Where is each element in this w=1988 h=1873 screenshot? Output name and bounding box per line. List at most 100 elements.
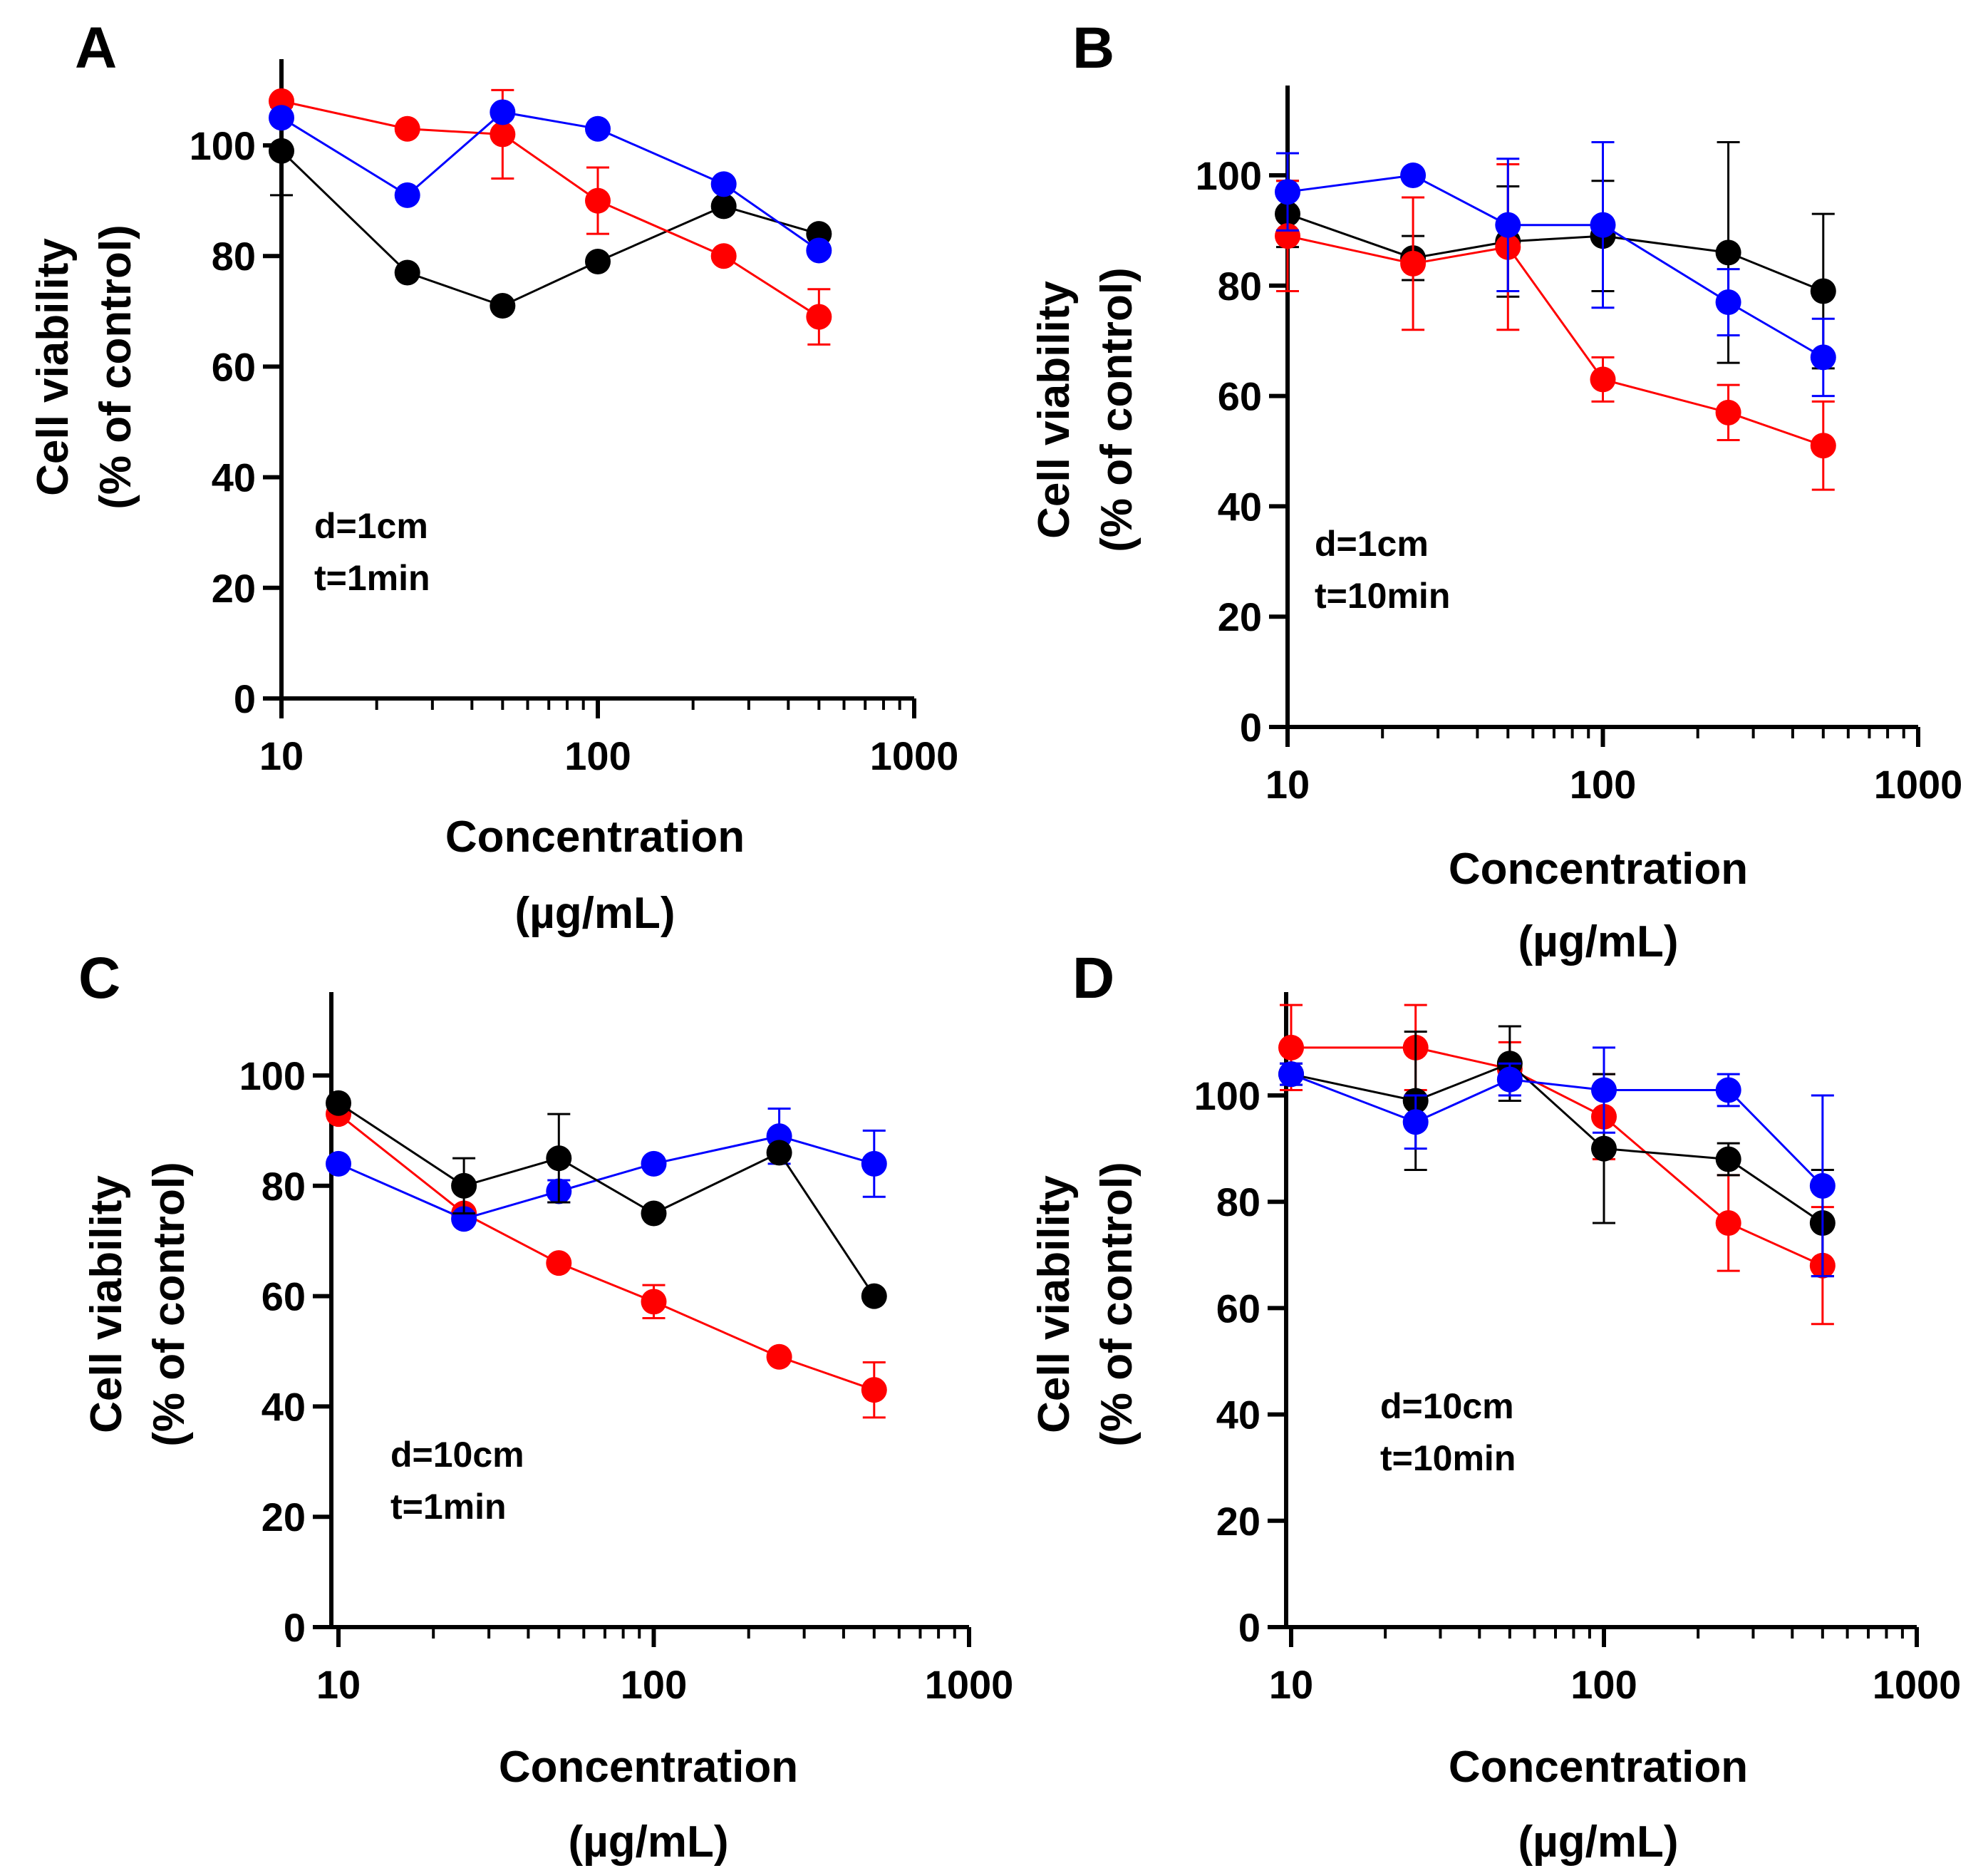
series-line-red <box>338 1113 875 1391</box>
y-axis-title-group: Cell viability (% of control) <box>1030 1162 1141 1447</box>
y-axis-unit: (% of control) <box>91 225 140 510</box>
chart-panel-c: C 0 20 40 60 80 100 10 100 1000 Concentration (µg/m… <box>78 946 1013 1867</box>
condition-label-distance: d=10cm <box>390 1435 524 1475</box>
chart-panel-d: D 0 20 40 60 80 100 10 100 1000 Concentration (µg/m… <box>1030 946 1961 1867</box>
y-tick-label: 60 <box>1218 374 1262 419</box>
y-tick-label: 40 <box>262 1384 306 1429</box>
series-line-red <box>281 100 820 318</box>
data-point-blue <box>585 115 611 142</box>
series-line-red <box>1291 1046 1823 1267</box>
y-tick-label: 80 <box>1218 264 1262 309</box>
data-point-blue <box>1715 1077 1741 1103</box>
series-line-black <box>1287 212 1824 292</box>
data-point-black <box>585 248 611 274</box>
condition-label-time: t=1min <box>390 1487 507 1527</box>
data-point-red <box>585 187 611 214</box>
series-red <box>326 1101 887 1419</box>
x-tick-label: 10 <box>1265 762 1310 807</box>
x-tick-label: 10 <box>259 733 304 778</box>
series-line-blue <box>1290 1073 1823 1187</box>
data-point-blue <box>1278 1061 1304 1088</box>
y-tick-label: 20 <box>262 1495 306 1539</box>
series-line-black <box>1290 1062 1823 1224</box>
data-point-blue <box>1402 1109 1429 1135</box>
x-tick-label: 100 <box>564 733 631 778</box>
y-axis-title-group: Cell viability (% of control) <box>29 225 140 510</box>
y-axis-title-group: Cell viability (% of control) <box>1030 267 1141 552</box>
x-tick-label: 10 <box>316 1662 361 1707</box>
data-point-black <box>766 1140 792 1166</box>
data-point-blue <box>1400 162 1427 188</box>
x-tick-label: 1000 <box>1874 762 1963 807</box>
y-tick-label: 100 <box>190 123 256 168</box>
series-black <box>1275 141 1836 370</box>
panel-letter: D <box>1072 946 1114 1011</box>
data-point-blue <box>641 1150 667 1177</box>
data-point-blue <box>1715 289 1741 316</box>
x-tick-label: 10 <box>1269 1662 1313 1707</box>
data-point-red <box>766 1343 792 1370</box>
y-tick-label: 100 <box>1194 1073 1260 1118</box>
series-blue <box>1275 141 1836 398</box>
x-tick-label: 100 <box>1570 762 1636 807</box>
condition-label-distance: d=1cm <box>314 506 428 546</box>
condition-label-distance: d=10cm <box>1380 1386 1514 1426</box>
data-point-blue <box>710 171 737 197</box>
y-tick-label: 60 <box>212 344 256 389</box>
condition-label-time: t=10min <box>1315 576 1450 616</box>
data-point-blue <box>326 1150 351 1177</box>
x-tick-label: 1000 <box>1873 1662 1962 1707</box>
y-tick-label: 100 <box>1196 153 1262 198</box>
data-point-blue <box>1809 1172 1836 1199</box>
data-point-red <box>1400 250 1427 277</box>
y-axis-unit: (% of control) <box>145 1162 194 1447</box>
x-tick-label: 100 <box>1570 1662 1637 1707</box>
y-tick-label: 60 <box>1216 1286 1260 1331</box>
data-point-blue <box>861 1150 887 1177</box>
y-axis-title: Cell viability <box>1030 1175 1079 1433</box>
x-axis-title: Concentration <box>499 1743 798 1792</box>
y-axis-title-group: Cell viability (% of control) <box>82 1162 194 1447</box>
y-axis-title: Cell viability <box>1030 281 1079 539</box>
data-point-black <box>394 259 420 286</box>
chart-panel-b: B 0 20 40 60 80 100 10 100 1000 Concentration (µg/m… <box>1030 16 1962 966</box>
y-tick-label: 0 <box>1240 705 1262 750</box>
data-point-black <box>1715 1146 1741 1172</box>
data-point-blue <box>1810 344 1836 371</box>
condition-label-time: t=1min <box>314 558 430 598</box>
y-tick-label: 40 <box>212 455 256 500</box>
x-axis-title: Concentration <box>445 812 745 862</box>
data-point-black <box>641 1200 667 1227</box>
series-red <box>1275 163 1836 491</box>
x-axis-title: Concentration <box>1449 1743 1748 1792</box>
data-point-red <box>710 243 737 269</box>
y-tick-label: 80 <box>1216 1180 1260 1224</box>
data-point-black <box>269 138 294 164</box>
y-tick-label: 0 <box>234 676 256 721</box>
data-point-red <box>394 115 420 142</box>
y-tick-label: 60 <box>262 1274 306 1319</box>
data-point-blue <box>1590 212 1616 238</box>
panel-letter: C <box>78 946 120 1011</box>
x-tick-label: 100 <box>621 1662 687 1707</box>
data-point-black <box>1591 1135 1617 1162</box>
y-axis-title: Cell viability <box>82 1175 131 1433</box>
data-point-blue <box>269 105 294 131</box>
series-red <box>1278 1003 1836 1326</box>
y-tick-label: 20 <box>212 566 256 611</box>
data-point-blue <box>1275 179 1300 205</box>
series-line-black <box>338 1102 876 1297</box>
condition-label-time: t=10min <box>1380 1438 1516 1478</box>
y-tick-label: 80 <box>212 234 256 279</box>
data-point-red <box>641 1289 667 1315</box>
data-point-red <box>1278 1034 1304 1061</box>
series-line-red <box>1287 234 1824 447</box>
y-tick-label: 40 <box>1216 1393 1260 1438</box>
y-axis-unit: (% of control) <box>1092 267 1141 552</box>
x-axis-unit: (µg/mL) <box>514 889 675 938</box>
data-point-blue <box>394 182 420 208</box>
x-axis-unit: (µg/mL) <box>568 1817 728 1867</box>
data-point-black <box>861 1283 887 1309</box>
data-point-black <box>546 1145 572 1172</box>
data-point-blue <box>806 237 832 264</box>
